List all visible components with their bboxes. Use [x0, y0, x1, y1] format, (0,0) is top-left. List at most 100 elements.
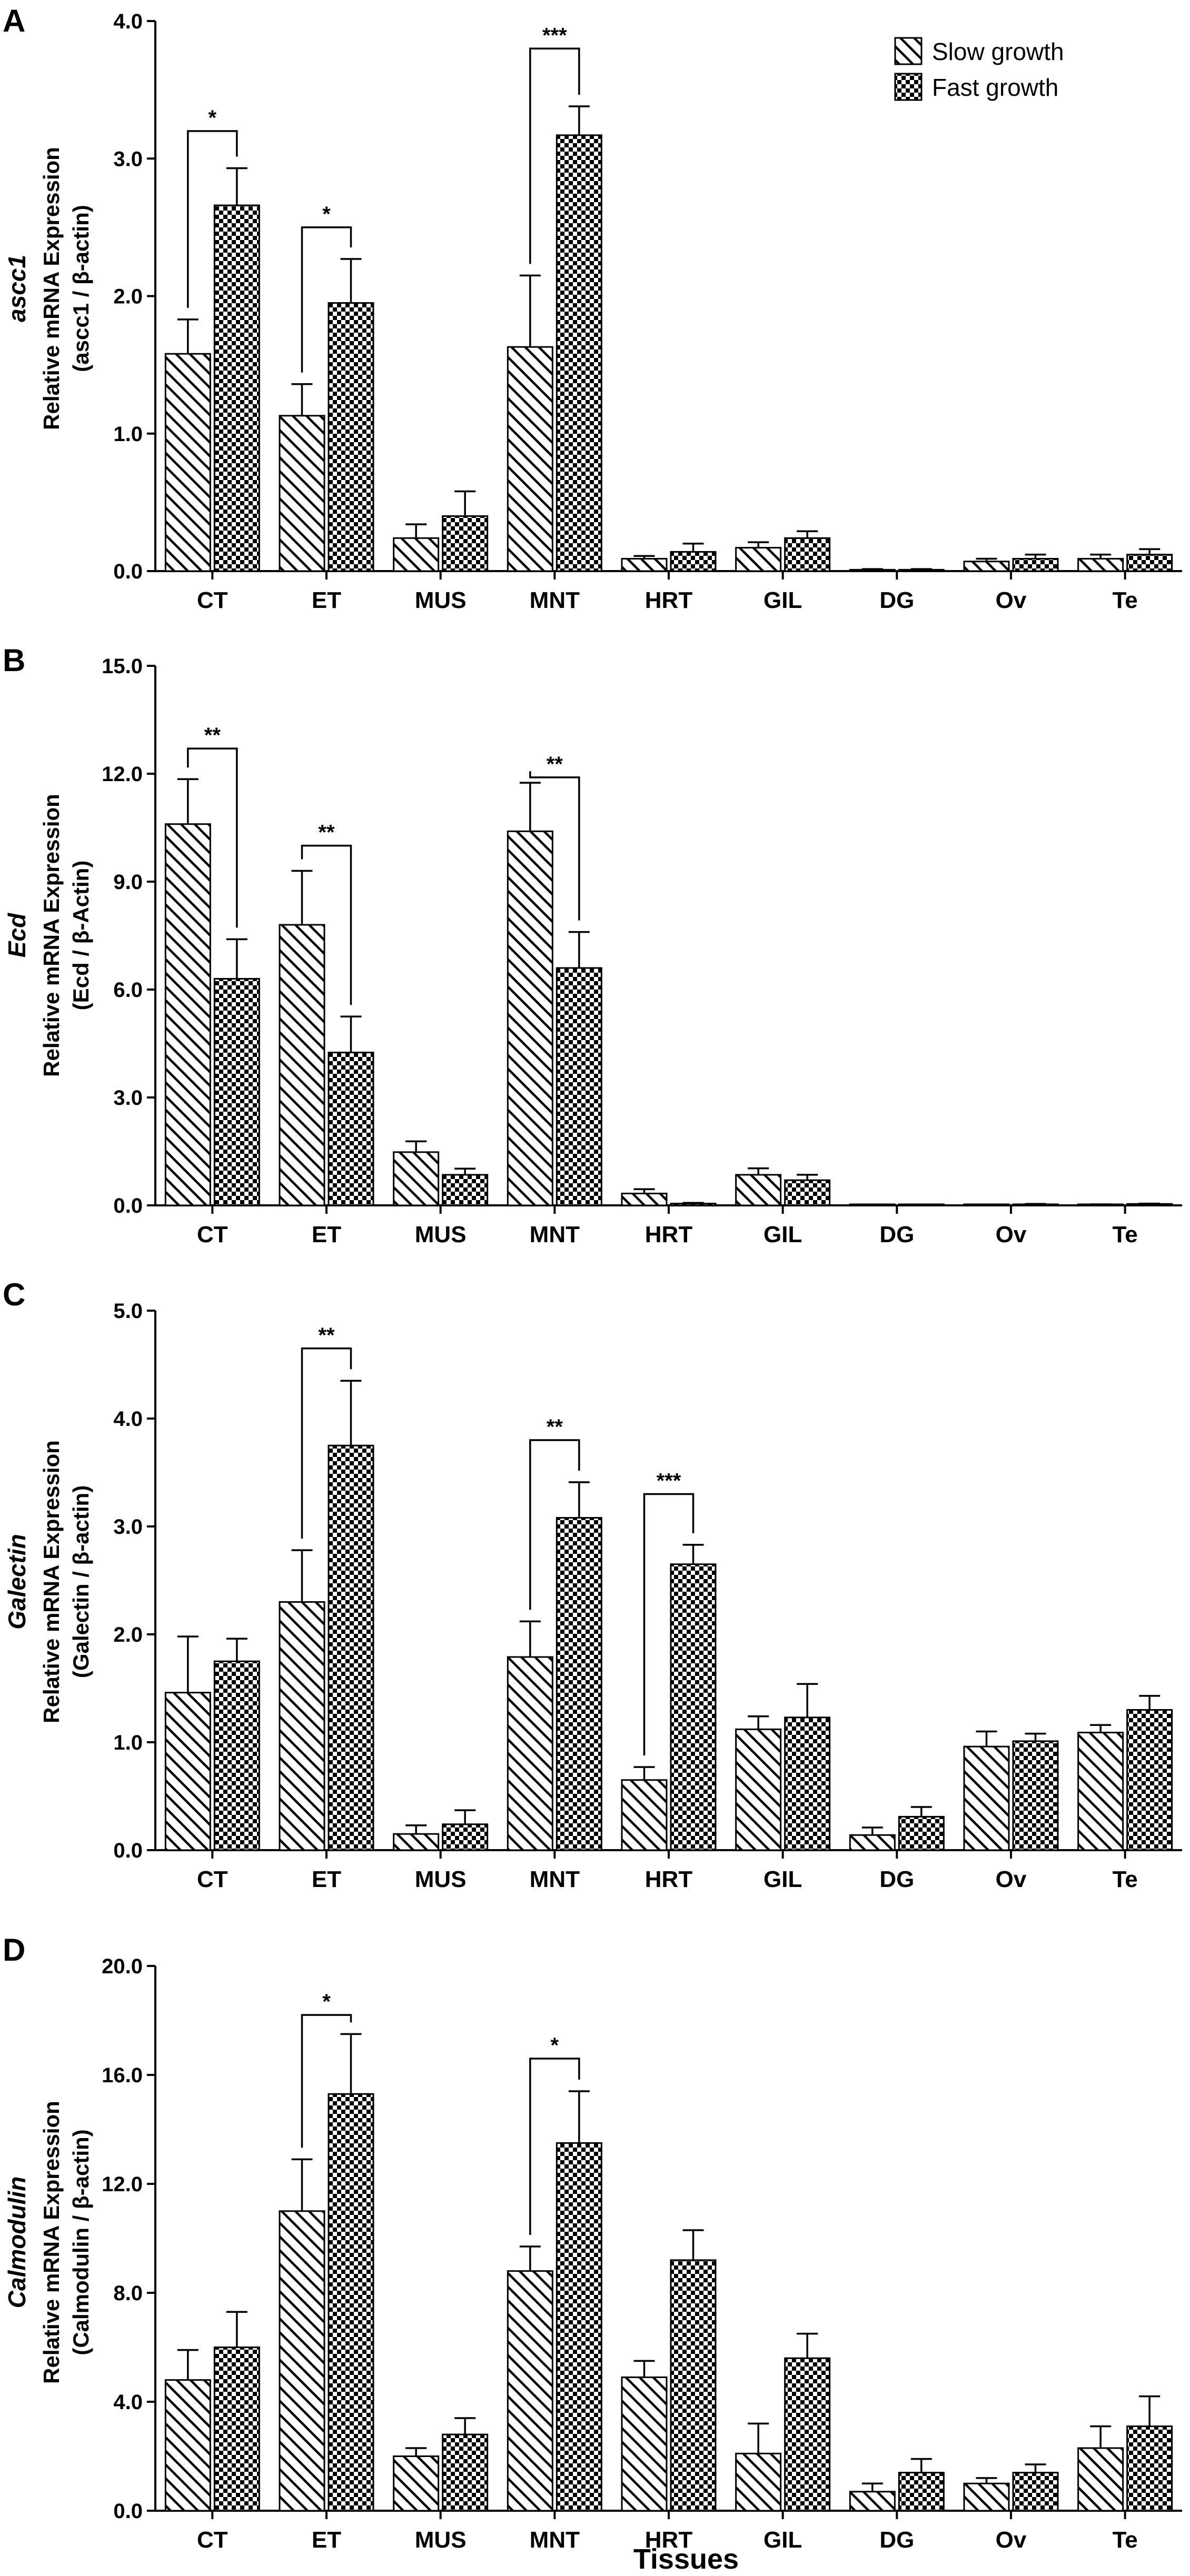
y-tick-label: 9.0 [113, 871, 143, 894]
panel-letter: D [3, 1932, 25, 1968]
y-tick-label: 4.0 [113, 1407, 143, 1431]
bar-fast-growth [328, 302, 374, 572]
bar-fast-growth [442, 1823, 489, 1851]
x-tick-label: ET [312, 2527, 341, 2553]
bar-slow-growth [1077, 557, 1124, 572]
y-tick-label: 1.0 [113, 1731, 143, 1754]
x-tick-label: MNT [530, 587, 580, 613]
x-tick-label: DG [879, 587, 914, 613]
significance-label: * [209, 106, 217, 129]
bar-slow-growth [621, 1192, 668, 1206]
x-tick-label: MUS [415, 1866, 467, 1892]
plot-area: 0.0 1.0 2.0 3.0 4.0 5.0 CT ET MUS MNT HRT GIL DG Ov Te… [113, 1300, 1182, 1892]
x-tick-label: MNT [530, 2527, 580, 2553]
legend-swatch-hatch [894, 37, 923, 65]
y-tick-label: 12.0 [102, 2173, 143, 2196]
y-axis-gene-label: ascc1 [3, 255, 31, 322]
bar-fast-growth [1126, 554, 1173, 572]
significance-bracket [301, 226, 352, 373]
bar-slow-growth [164, 353, 211, 572]
bar-slow-growth [507, 346, 553, 572]
legend: Slow growth Fast growth [894, 37, 1064, 101]
bar-fast-growth [442, 515, 489, 572]
bar-slow-growth [164, 1692, 211, 1851]
bar-slow-growth [279, 1601, 325, 1851]
plot-area: 0.0 3.0 6.0 9.0 12.0 15.0 CT ET MUS MNT HRT GIL DG Ov… [102, 655, 1182, 1247]
bar-slow-growth [963, 1745, 1010, 1851]
x-tick-label: HRT [645, 1222, 693, 1247]
y-axis-label: Relative mRNA Expression [39, 2101, 64, 2384]
significance-label: *** [542, 24, 567, 47]
significance-bracket [187, 130, 238, 308]
x-tick-label: MNT [530, 1222, 580, 1247]
bar-fast-growth [784, 1716, 831, 1851]
x-tick-label: Ov [996, 1866, 1027, 1892]
y-tick-label: 4.0 [113, 10, 143, 33]
bar-slow-growth [393, 2455, 440, 2512]
bar-slow-growth [735, 1728, 782, 1851]
y-tick-label: 0.0 [113, 1839, 143, 1862]
bar-slow-growth [849, 1834, 896, 1851]
y-axis-label-ratio: (ascc1 / β-actin) [68, 205, 93, 372]
y-axis-label-ratio: (Ecd / β-Actin) [68, 861, 93, 1011]
x-tick-label: ET [312, 1866, 341, 1892]
x-tick-label: Ov [996, 1222, 1027, 1247]
significance-bracket [529, 2058, 580, 2235]
bar-fast-growth [556, 1517, 602, 1851]
bar-slow-growth [621, 1779, 668, 1851]
panel-letter: C [3, 1277, 25, 1312]
x-tick-label: CT [197, 1866, 228, 1892]
y-tick-label: 0.0 [113, 1194, 143, 1217]
significance-label: ** [204, 724, 221, 747]
y-tick-label: 5.0 [113, 1300, 143, 1323]
legend-item-slow-growth: Slow growth [894, 37, 1064, 65]
x-tick-label: MUS [415, 587, 467, 613]
significance-bracket [643, 1493, 695, 1756]
panel-c: C Galectin Relative mRNA Expression (Gal… [3, 1277, 1182, 1892]
x-tick-label: CT [197, 587, 228, 613]
plot-area: 0.0 4.0 8.0 12.0 16.0 20.0 CT ET MUS MNT HRT GIL DG O… [102, 1955, 1182, 2553]
significance-label: ** [318, 821, 335, 844]
bar-slow-growth [279, 415, 325, 572]
bar-fast-growth [556, 134, 602, 572]
y-tick-label: 3.0 [113, 1515, 143, 1539]
significance-label: ** [318, 1324, 335, 1347]
significance-label: ** [547, 753, 563, 776]
bar-slow-growth [507, 2270, 553, 2512]
bar-fast-growth [213, 978, 260, 1206]
y-axis-gene-label: Ecd [3, 913, 31, 957]
x-tick-label: HRT [645, 2527, 693, 2553]
x-tick-label: GIL [763, 587, 802, 613]
significance-bracket [187, 747, 238, 928]
bar-fast-growth [213, 1660, 260, 1851]
significance-bracket [301, 844, 352, 1005]
bar-slow-growth [849, 2491, 896, 2512]
x-tick-label: Ov [996, 587, 1027, 613]
x-tick-label: GIL [763, 1866, 802, 1892]
bar-fast-growth [328, 1052, 374, 1206]
y-axis-label-ratio: (Galectin / β-actin) [68, 1485, 93, 1678]
legend-label: Slow growth [932, 38, 1064, 65]
bar-fast-growth [213, 204, 260, 572]
bar-slow-growth [621, 2376, 668, 2512]
bar-slow-growth [1077, 2447, 1124, 2512]
bar-slow-growth [963, 2482, 1010, 2512]
y-tick-label: 20.0 [102, 1955, 143, 1978]
bar-slow-growth [963, 561, 1010, 572]
x-tick-label: Te [1113, 2527, 1138, 2553]
bar-slow-growth [393, 537, 440, 572]
legend-item-fast-growth: Fast growth [894, 73, 1058, 101]
y-axis-label: Relative mRNA Expression [39, 794, 64, 1077]
bar-slow-growth [164, 823, 211, 1206]
bar-fast-growth [556, 2142, 602, 2512]
bar-slow-growth [164, 2379, 211, 2512]
y-tick-label: 8.0 [113, 2282, 143, 2305]
bar-fast-growth [1126, 1709, 1173, 1851]
x-tick-label: DG [879, 1866, 914, 1892]
bar-fast-growth [784, 537, 831, 572]
bar-slow-growth [735, 547, 782, 572]
legend-swatch-check [894, 73, 923, 101]
x-tick-label: Ov [996, 2527, 1027, 2553]
bar-slow-growth [621, 557, 668, 572]
x-axis-title: Tissues [633, 2543, 739, 2575]
